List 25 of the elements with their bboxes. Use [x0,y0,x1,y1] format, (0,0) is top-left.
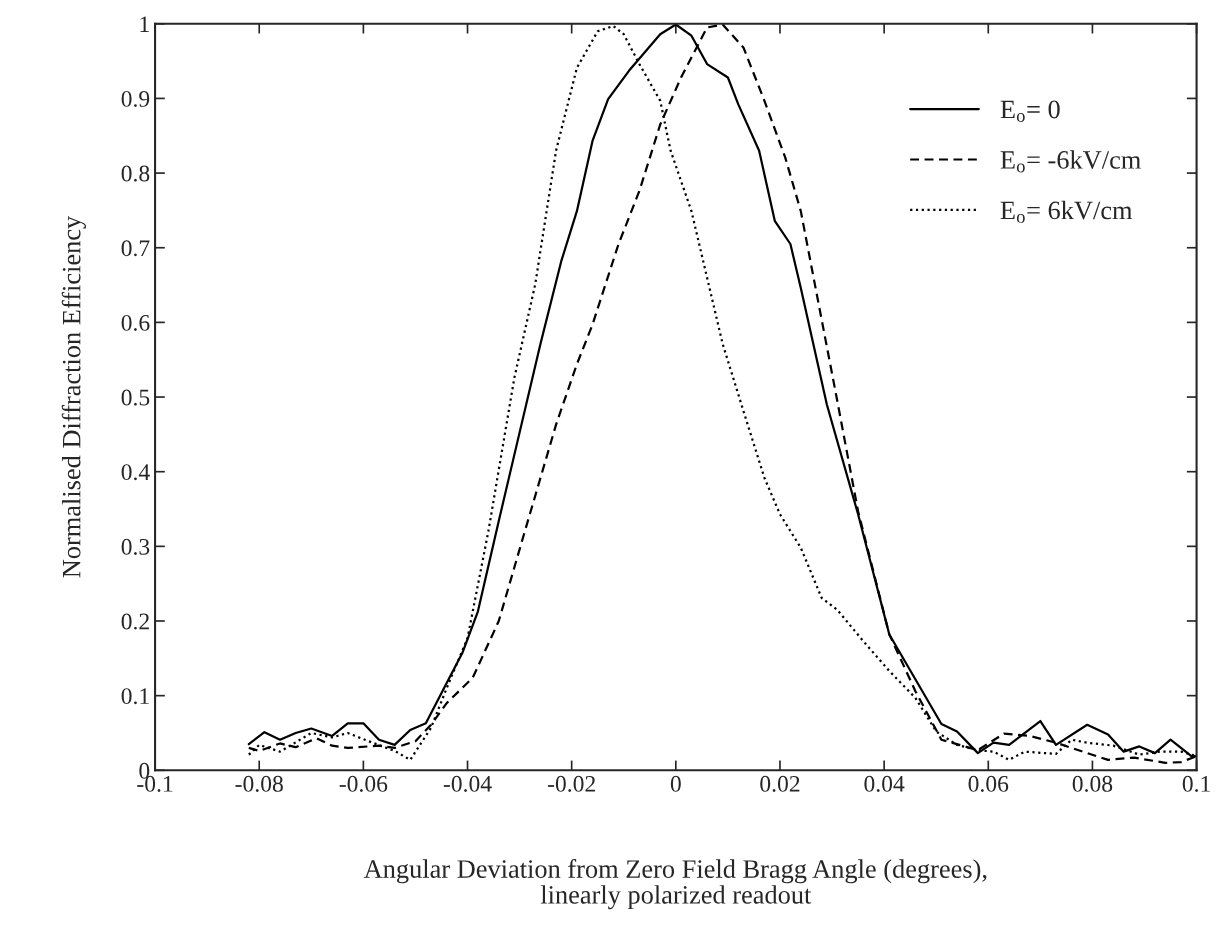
y-tick-label: 0.7 [121,240,150,257]
x-tick-label: 0.08 [1072,775,1113,792]
x-tick-label: -0.02 [547,775,595,792]
y-tick-label: 0.4 [121,464,150,481]
x-tick-label: -0.06 [339,775,388,792]
legend-label: E$_{o}$= -6kV/cm [1000,150,1141,173]
y-tick-label: 0.8 [121,165,150,182]
x-tick-label: 0 [670,775,681,792]
x-tick-label: 0.06 [968,775,1009,792]
x-tick-label: -0.04 [443,775,492,792]
x-tick-label: 0.04 [864,775,905,792]
y-tick-label: 0.3 [121,538,150,555]
y-tick-label: 0.5 [121,389,150,406]
y-tick-label: 0.2 [121,613,149,630]
x-tick-label: 0.02 [760,775,800,792]
legend-label: E$_{o}$= 6kV/cm [1000,200,1133,223]
y-tick-label: 0.1 [121,688,149,705]
y-tick-label: 0.6 [121,314,150,331]
x-tick-label: -0.08 [235,775,283,792]
legend-label: E$_{o}$= 0 [1000,100,1060,122]
y-axis-title: Normalised Diffraction Efficiency [61,215,86,578]
y-tick-label: 1 [140,16,149,32]
y-tick-label: 0.9 [121,90,150,107]
x-axis-title: Angular Deviation from Zero Field Bragg Angle (degrees), linearly polarized readout [363,859,987,910]
x-tick-label: 0.1 [1182,775,1210,792]
